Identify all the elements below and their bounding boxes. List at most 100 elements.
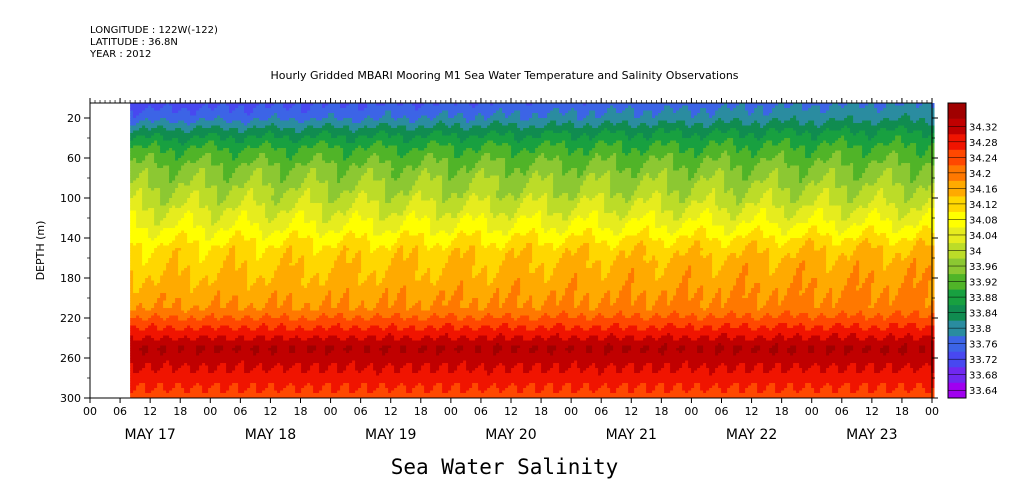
field-cell [208, 280, 212, 284]
field-cell [166, 188, 170, 191]
field-cell [241, 195, 245, 199]
field-cell [241, 185, 245, 189]
field-cell [235, 210, 239, 214]
field-cell [208, 250, 212, 254]
field-cell [205, 108, 209, 111]
field-cell [136, 318, 140, 321]
field-cell [214, 213, 218, 216]
field-cell [178, 170, 182, 174]
field-cell [238, 290, 242, 294]
field-cell [181, 395, 185, 399]
field-cell [247, 313, 251, 316]
field-cell [235, 228, 239, 231]
field-cell [184, 308, 188, 311]
field-cell [145, 388, 149, 391]
field-cell [133, 195, 137, 199]
field-cell [148, 343, 152, 346]
field-cell [205, 340, 209, 344]
field-cell [148, 380, 152, 384]
field-cell [190, 143, 194, 146]
field-cell [157, 113, 161, 116]
field-cell [202, 293, 206, 296]
field-cell [241, 375, 245, 379]
field-cell [202, 228, 206, 231]
field-cell [136, 200, 140, 204]
field-cell [157, 273, 161, 276]
field-cell [142, 380, 146, 384]
field-cell [211, 343, 215, 346]
field-cell [235, 315, 239, 319]
field-cell [190, 125, 194, 129]
field-cell [139, 378, 143, 381]
field-cell [193, 223, 197, 226]
field-cell [247, 365, 251, 369]
field-cell [157, 315, 161, 319]
field-cell [238, 363, 242, 366]
field-cell [238, 143, 242, 146]
field-cell [235, 160, 239, 164]
field-cell [190, 170, 194, 174]
field-cell [211, 113, 215, 116]
field-cell [166, 223, 170, 226]
field-cell [169, 175, 173, 179]
field-cell [220, 253, 224, 256]
field-cell [130, 223, 134, 226]
field-cell [250, 105, 254, 109]
field-cell [217, 205, 221, 209]
field-cell [238, 280, 242, 284]
field-cell [130, 255, 134, 259]
field-cell [247, 248, 251, 251]
field-cell [202, 388, 206, 391]
field-cell [238, 250, 242, 254]
field-cell [151, 128, 155, 131]
field-cell [220, 283, 224, 286]
field-cell [220, 308, 224, 311]
field-cell [250, 140, 254, 144]
field-cell [190, 188, 194, 191]
field-cell [178, 225, 182, 229]
field-cell [250, 295, 254, 299]
field-cell [169, 250, 173, 254]
field-cell [241, 365, 245, 369]
field-cell [226, 368, 230, 371]
field-cell [217, 243, 221, 246]
field-cell [187, 290, 191, 294]
field-cell [175, 218, 179, 221]
field-cell [250, 283, 254, 286]
field-cell [232, 308, 236, 311]
field-cell [187, 373, 191, 376]
field-cell [148, 300, 152, 304]
field-cell [241, 303, 245, 306]
field-cell [166, 200, 170, 204]
field-cell [184, 330, 188, 334]
field-cell [145, 320, 149, 324]
field-cell [238, 170, 242, 174]
field-cell [208, 155, 212, 159]
field-cell [184, 310, 188, 314]
field-cell [232, 318, 236, 321]
field-cell [130, 293, 134, 296]
field-cell [235, 310, 239, 314]
field-cell [229, 373, 233, 376]
field-cell [211, 355, 215, 359]
field-cell [193, 273, 197, 276]
field-cell [172, 305, 176, 309]
field-cell [169, 103, 173, 106]
field-cell [169, 393, 173, 396]
field-cell [145, 225, 149, 229]
field-cell [184, 268, 188, 271]
field-cell [139, 248, 143, 251]
field-cell [256, 113, 260, 116]
field-cell [184, 188, 188, 191]
field-cell [226, 123, 230, 126]
field-cell [163, 213, 167, 216]
field-cell [199, 160, 203, 164]
field-cell [205, 350, 209, 354]
field-cell [181, 303, 185, 306]
field-cell [130, 328, 134, 331]
field-cell [253, 365, 257, 369]
field-cell [205, 383, 209, 386]
field-cell [244, 375, 248, 379]
field-cell [241, 358, 245, 361]
field-cell [139, 348, 143, 351]
